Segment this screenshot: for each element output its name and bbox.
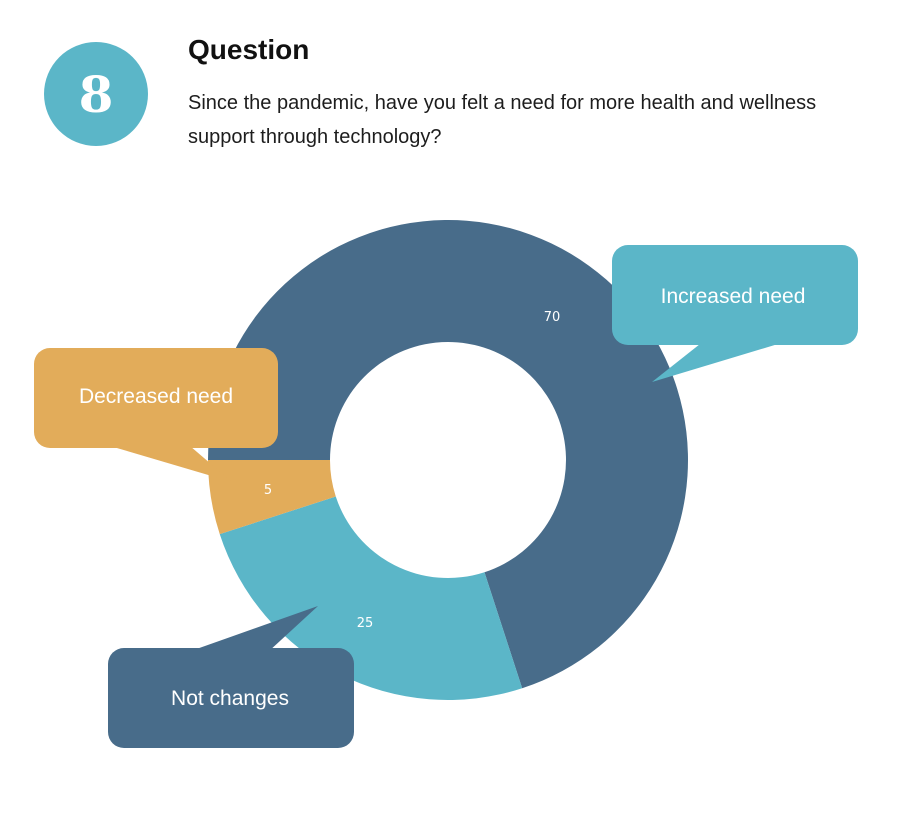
callout-decreased-need: Decreased need [34, 348, 278, 482]
question-title: Question [188, 34, 310, 65]
callout-increased-need: Increased need [612, 245, 858, 382]
slice-not-changes [219, 496, 523, 700]
question-text: Since the pandemic, have you felt a need… [188, 92, 817, 148]
callout-decreased-box [34, 348, 278, 448]
callout-increased-tail [652, 344, 778, 382]
slice-decreased-need [208, 460, 336, 535]
value-label-increased: 70 [544, 310, 561, 325]
value-label-not-changes: 25 [357, 616, 374, 631]
callout-not-changes-label: Not changes [171, 687, 289, 710]
callout-decreased-tail [110, 446, 232, 482]
callout-increased-box [612, 245, 858, 345]
callout-decreased-label: Decreased need [79, 385, 233, 408]
callout-not-changes-box [108, 648, 354, 748]
callout-increased-label: Increased need [661, 285, 806, 308]
callout-not-changes: Not changes [108, 606, 354, 748]
slice-increased-need [208, 220, 688, 689]
chart-slices [208, 220, 688, 700]
callout-not-changes-tail [188, 606, 318, 652]
value-label-decreased: 5 [264, 483, 272, 498]
question-number-badge: 8 [44, 42, 148, 146]
